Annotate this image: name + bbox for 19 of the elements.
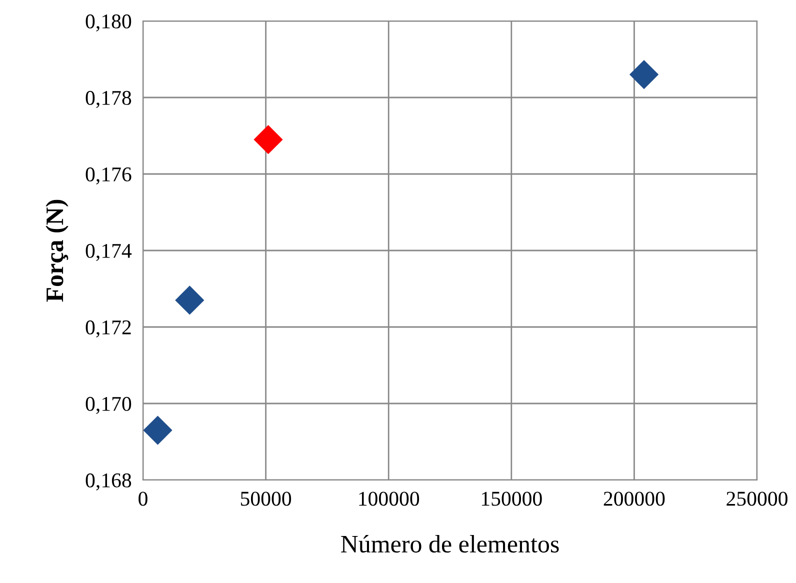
point (254, 125, 283, 154)
point (175, 286, 204, 315)
x-tick-label: 100000 (359, 492, 420, 506)
point (143, 416, 172, 445)
y-tick-label: 0,176 (86, 167, 132, 184)
y-tick-label: 0,178 (86, 90, 132, 108)
y-tick-label: 0,180 (86, 14, 132, 32)
y-tick-label: 0,170 (86, 396, 132, 414)
x-tick-label: 200000 (604, 492, 665, 506)
point (629, 60, 659, 90)
y-axis-title: Força (N) (46, 200, 68, 302)
x-tick-label: 50000 (240, 492, 292, 506)
x-tick-label: 150000 (482, 492, 542, 506)
x-tick-label: 0 (138, 492, 148, 506)
x-tick-label: 250000 (726, 492, 788, 506)
y-tick-label: 0,168 (86, 473, 132, 490)
x-axis-title: Número de elementos (341, 534, 559, 553)
y-tick-label: 0,172 (86, 320, 131, 338)
y-tick-label: 0,174 (86, 244, 132, 261)
